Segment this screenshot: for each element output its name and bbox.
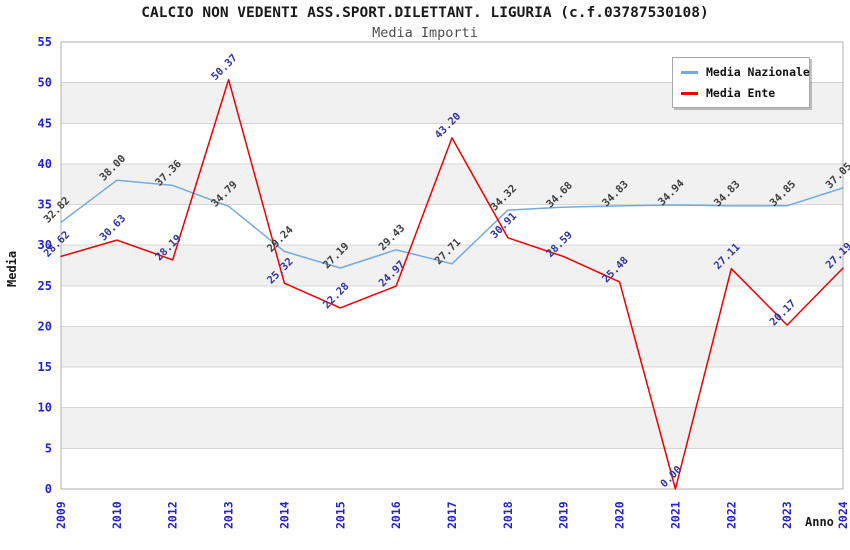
- x-tick-label: 2024: [836, 501, 850, 529]
- line-media-ente: [60, 78, 844, 490]
- legend-item-media-ente: Media Ente: [681, 86, 801, 100]
- legend: Media Nazionale Media Ente: [672, 57, 810, 108]
- legend-item-label: Media Ente: [706, 86, 776, 100]
- x-tick-label: 2010: [110, 501, 124, 529]
- data-label-media-ente: 20.17: [768, 298, 799, 329]
- y-tick-label: 40: [38, 157, 52, 171]
- plot-band: [61, 326, 843, 368]
- y-tick-label: 25: [38, 279, 52, 293]
- x-tick-label: 2012: [166, 501, 180, 529]
- x-tick-label: 2009: [54, 501, 68, 529]
- plot-band: [61, 407, 843, 449]
- y-tick-label: 55: [38, 35, 52, 49]
- x-tick-label: 2013: [222, 501, 236, 529]
- y-axis-label: Media: [5, 251, 19, 287]
- data-label-media-ente: 30.63: [97, 213, 128, 244]
- chart-subtitle: Media Importi: [372, 25, 478, 41]
- line-media-nazionale: [60, 179, 844, 269]
- y-tick-label: 5: [45, 441, 52, 455]
- plot-band: [61, 245, 843, 286]
- x-tick-label: 2015: [333, 501, 347, 529]
- y-tick-label: 20: [38, 319, 52, 333]
- y-tick-label: 0: [45, 482, 52, 496]
- legend-item-media-nazionale: Media Nazionale: [681, 65, 810, 79]
- y-tick-label: 10: [38, 401, 52, 415]
- x-tick-label: 2021: [668, 501, 682, 529]
- x-tick-label: 2020: [613, 501, 627, 529]
- data-label-media-ente: 50.37: [209, 52, 240, 83]
- x-tick-label: 2016: [389, 501, 403, 529]
- x-tick-label: 2014: [277, 501, 291, 529]
- x-tick-label: 2017: [445, 501, 459, 529]
- x-tick-label: 2023: [780, 501, 794, 529]
- y-tick-label: 45: [38, 116, 52, 130]
- x-tick-label: 2019: [557, 501, 571, 529]
- x-tick-label: 2018: [501, 501, 515, 529]
- legend-line-swatch-nazionale: [681, 70, 698, 74]
- chart-title: CALCIO NON VEDENTI ASS.SPORT.DILETTANT. …: [141, 5, 709, 21]
- y-tick-label: 50: [38, 76, 52, 90]
- y-tick-label: 30: [38, 238, 52, 252]
- x-axis-label: Anno: [805, 515, 834, 529]
- legend-item-label: Media Nazionale: [706, 65, 810, 79]
- legend-line-swatch-ente: [681, 91, 698, 95]
- y-tick-label: 15: [38, 360, 52, 374]
- plot-border: [60, 41, 844, 490]
- y-tick-label: 35: [38, 198, 52, 212]
- x-tick-label: 2022: [724, 501, 738, 529]
